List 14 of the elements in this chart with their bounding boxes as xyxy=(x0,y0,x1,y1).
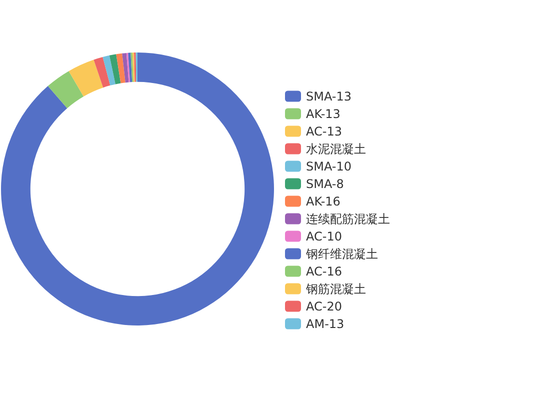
legend-label: 水泥混凝土 xyxy=(306,142,366,156)
legend-label: AK-16 xyxy=(306,194,340,208)
legend-label: SMA-13 xyxy=(306,89,352,104)
legend-label: 连续配筋混凝土 xyxy=(306,212,390,226)
legend-label: AC-10 xyxy=(306,229,342,244)
legend-label: 钢筋混凝土 xyxy=(305,282,366,296)
legend-label: SMA-8 xyxy=(306,176,344,191)
legend-label: AK-13 xyxy=(306,106,340,121)
legend-label: AC-16 xyxy=(306,264,342,278)
legend-label: AM-13 xyxy=(306,316,344,331)
legend-label: SMA-10 xyxy=(306,159,352,174)
legend-label: AC-20 xyxy=(306,299,342,314)
legend-label: 钢纤维混凝土 xyxy=(305,246,378,261)
legend-label: AC-13 xyxy=(306,124,342,138)
